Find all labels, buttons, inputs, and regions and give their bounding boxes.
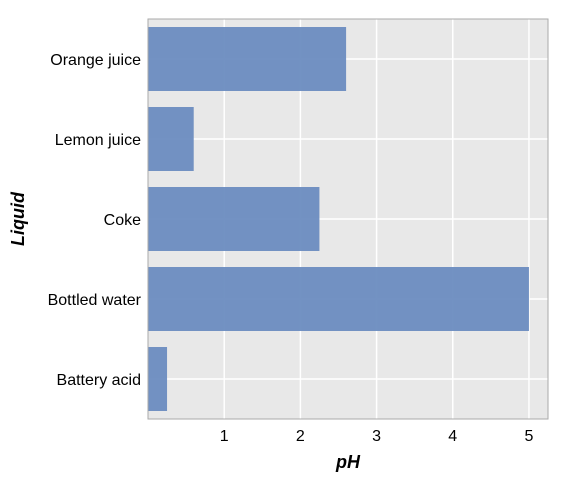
y-tick-labels: Orange juice Lemon juice Coke Bottled water… <box>48 52 142 389</box>
x-tick-label: 2 <box>296 428 305 445</box>
y-tick-label: Coke <box>104 212 141 229</box>
x-tick-labels: 1 2 3 4 5 <box>220 428 534 445</box>
x-tick-label: 5 <box>524 428 533 445</box>
y-tick-label: Orange juice <box>50 52 141 69</box>
x-tick-label: 3 <box>372 428 381 445</box>
bar <box>148 107 194 171</box>
bar <box>148 347 167 411</box>
bar <box>148 267 529 331</box>
bar <box>148 187 319 251</box>
x-tick-label: 1 <box>220 428 229 445</box>
y-tick-label: Bottled water <box>48 292 142 309</box>
x-tick-label: 4 <box>448 428 457 445</box>
x-axis-title: pH <box>335 452 361 472</box>
y-tick-label: Battery acid <box>57 372 141 389</box>
bar <box>148 27 346 91</box>
y-tick-label: Lemon juice <box>55 132 141 149</box>
y-axis-title: Liquid <box>8 191 28 246</box>
